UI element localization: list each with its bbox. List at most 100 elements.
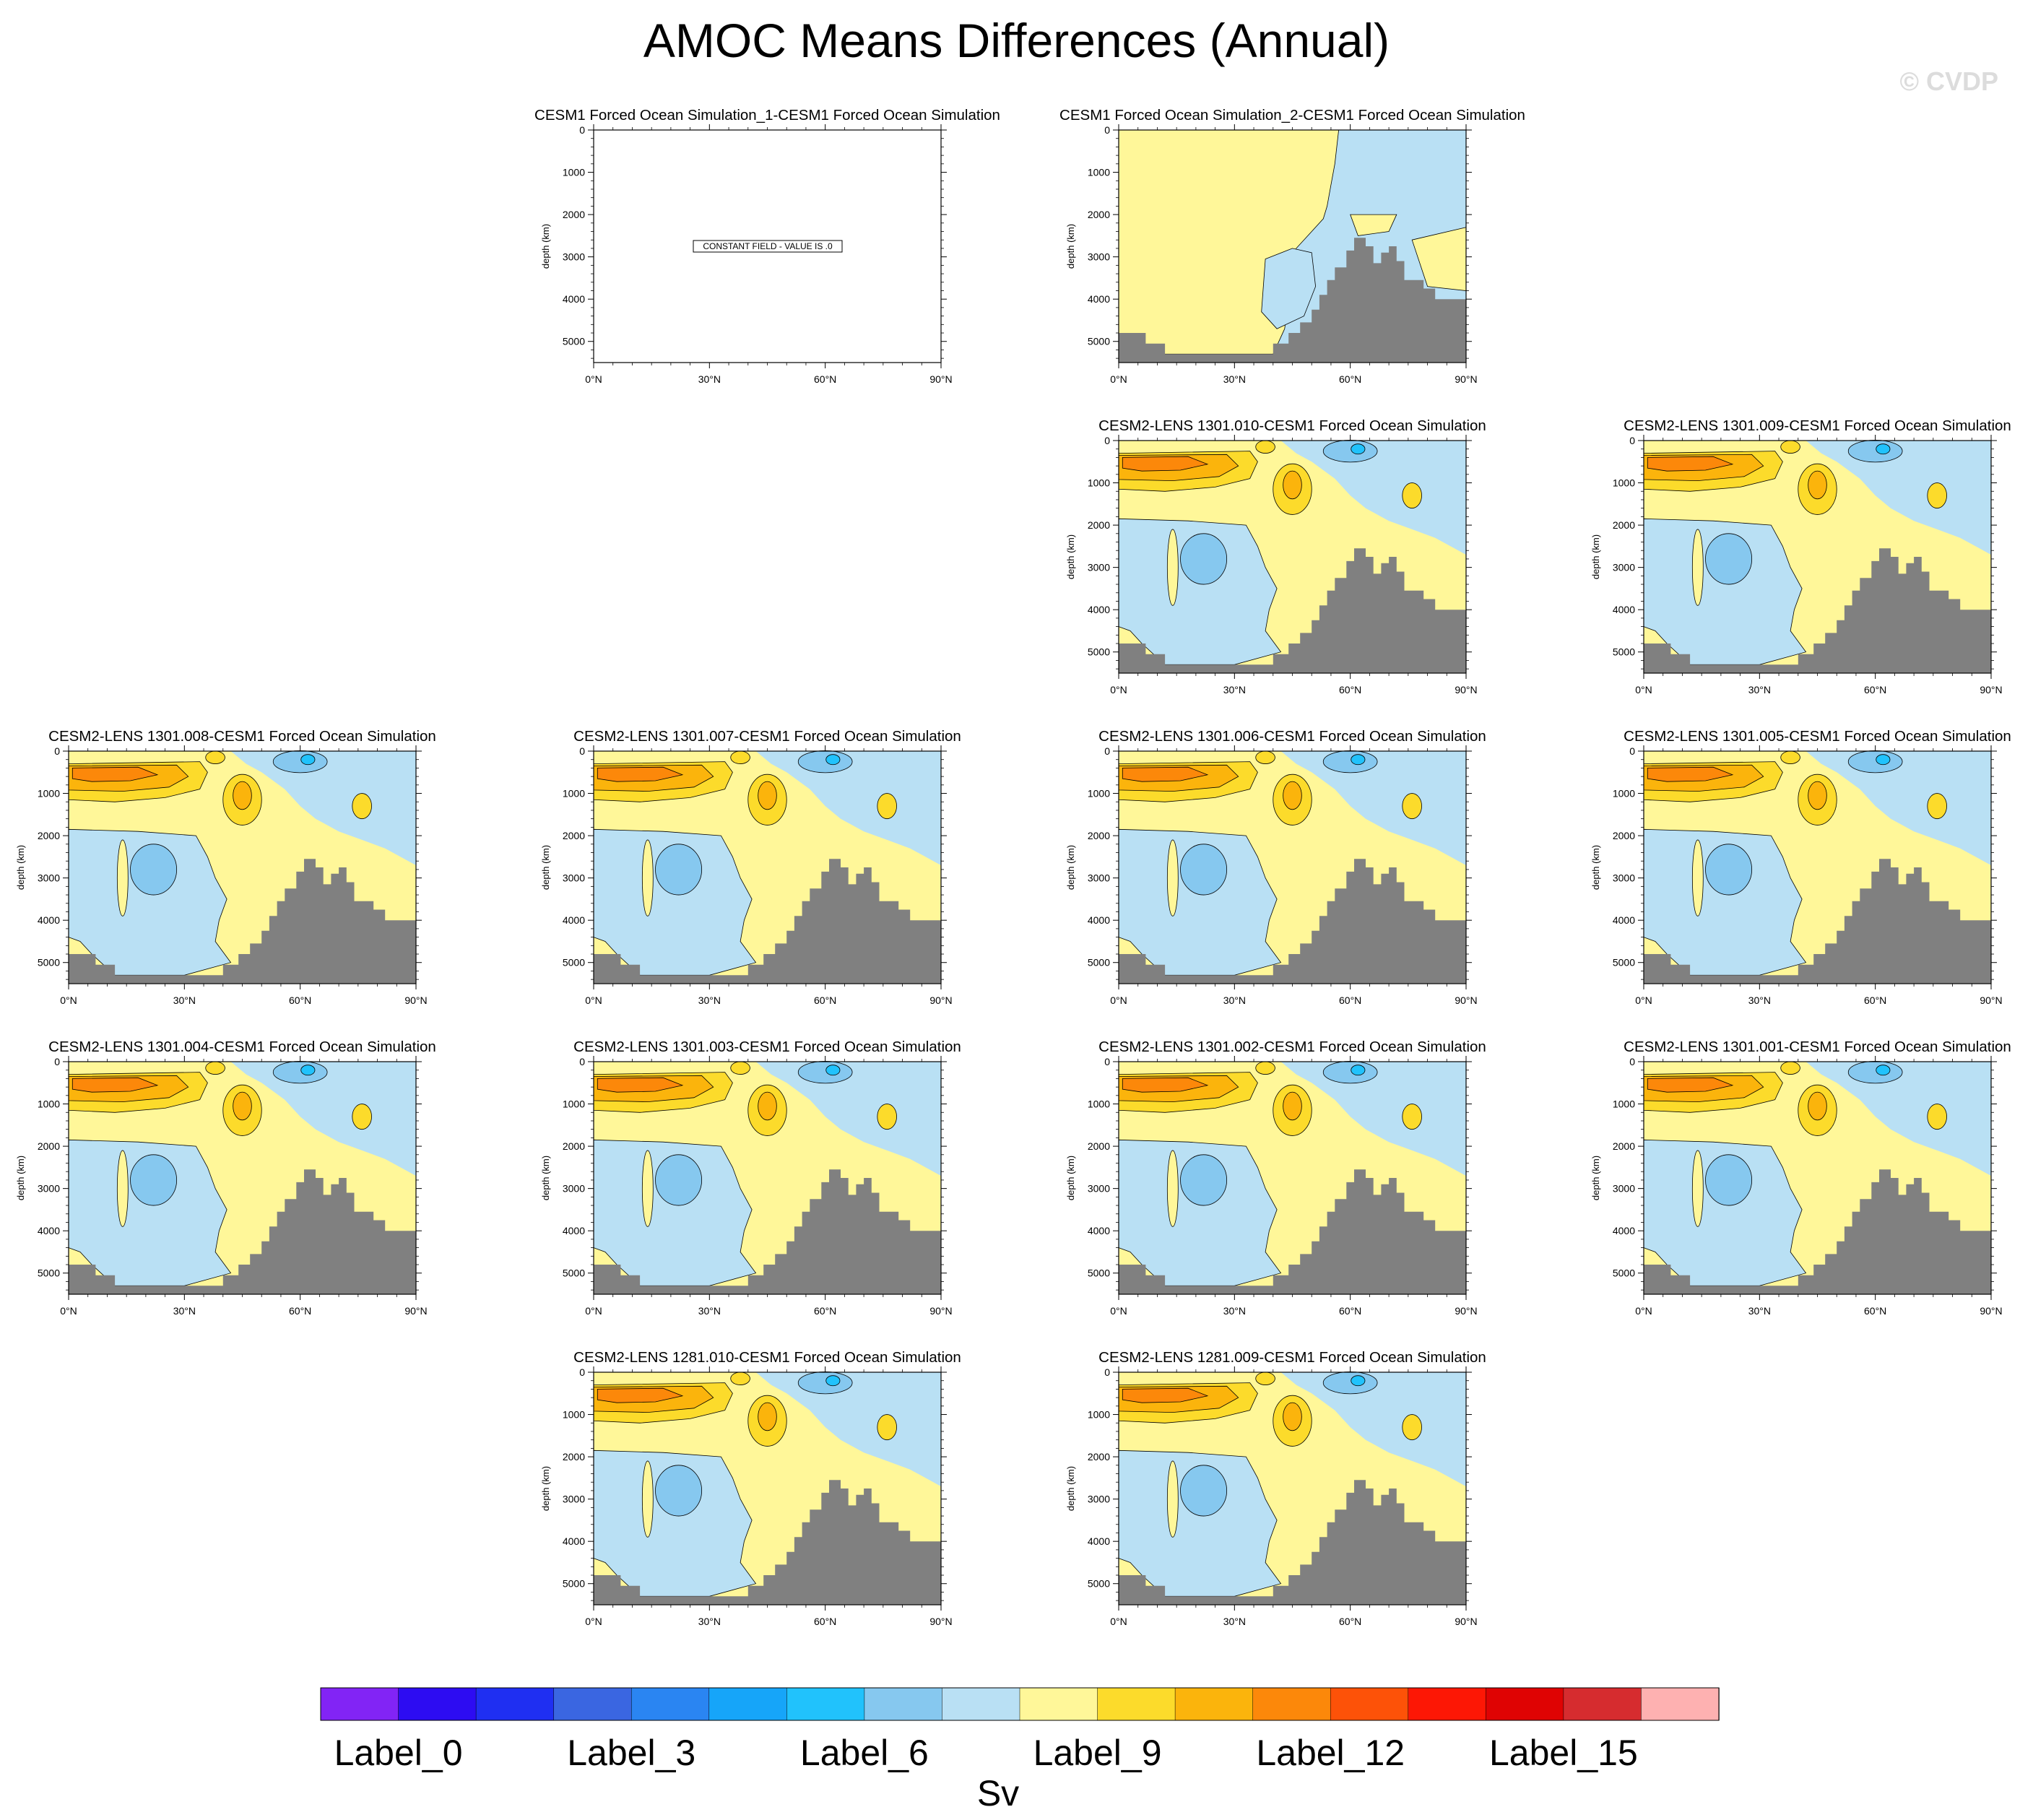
- panel-14: 0°N 30°N 60°N 90°N 0 1000 2000 3000 4000 5000 dept…: [1065, 1349, 1486, 1627]
- panel-6: 0°N 30°N 60°N 90°N 0 1000 2000 3000 4000 5000 dept…: [540, 728, 961, 1006]
- subpolar-core: [1283, 1091, 1302, 1121]
- north-blue-patch: [1847, 1061, 1903, 1084]
- x-tick-label: 60°N: [289, 1305, 311, 1317]
- north-blue-patch: [797, 1372, 853, 1395]
- x-tick-label: 90°N: [1980, 1305, 2002, 1317]
- x-tick-label: 30°N: [698, 1616, 721, 1627]
- y-tick-label: 0: [54, 1056, 60, 1067]
- y-tick-label: 3000: [1088, 872, 1110, 884]
- upper-cell-orange: [1122, 1077, 1209, 1093]
- colorbar-swatch: [1097, 1687, 1176, 1721]
- y-tick-label: 1000: [563, 1409, 585, 1421]
- upper-cell-orange: [1647, 1077, 1734, 1093]
- deep-blue-anomaly: [655, 1154, 703, 1206]
- x-tick-label: 90°N: [404, 994, 427, 1006]
- subpolar-core: [1808, 781, 1827, 810]
- subpolar-core: [1808, 1091, 1827, 1121]
- x-tick-label: 0°N: [1110, 373, 1127, 385]
- colorbar-swatch: [398, 1687, 477, 1721]
- x-tick-label: 30°N: [173, 994, 196, 1006]
- north-blue-core: [1351, 1065, 1366, 1076]
- north-blue-core: [300, 1065, 316, 1076]
- panel-5: 0°N 30°N 60°N 90°N 0 1000 2000 3000 4000 5000 dept…: [15, 728, 436, 1006]
- y-axis-label: depth (km): [1590, 845, 1601, 890]
- upper-cell-orange: [1122, 1387, 1209, 1403]
- y-axis-label: depth (km): [15, 1156, 26, 1200]
- panel-title: CESM2-LENS 1301.008-CESM1 Forced Ocean S…: [48, 728, 436, 745]
- north-blue-core: [825, 1375, 841, 1387]
- y-tick-label: 5000: [1088, 1268, 1110, 1279]
- deep-yellow-streak: [641, 1150, 654, 1227]
- x-tick-label: 90°N: [929, 994, 952, 1006]
- x-tick-label: 60°N: [814, 994, 836, 1006]
- x-tick-label: 60°N: [1864, 684, 1886, 696]
- y-tick-label: 5000: [1088, 646, 1110, 658]
- subpolar-core: [1283, 470, 1302, 500]
- y-tick-label: 5000: [1088, 957, 1110, 968]
- colorbar-unit: Sv: [977, 1773, 1019, 1814]
- y-tick-label: 4000: [1088, 604, 1110, 615]
- y-tick-label: 4000: [563, 914, 585, 926]
- surface-gold-spot: [730, 1372, 750, 1385]
- y-tick-label: 2000: [563, 1451, 585, 1462]
- panel-2: 0°N 30°N 60°N 90°N 0 1000 2000 3000 4000 5000 dept…: [1059, 107, 1525, 385]
- y-tick-label: 2000: [38, 1140, 60, 1152]
- panel-title: CESM2-LENS 1301.006-CESM1 Forced Ocean S…: [1098, 728, 1486, 745]
- y-tick-label: 3000: [1088, 251, 1110, 263]
- panel-3: 0°N 30°N 60°N 90°N 0 1000 2000 3000 4000 5000 dept…: [1065, 417, 1486, 696]
- panel-title: CESM2-LENS 1301.003-CESM1 Forced Ocean S…: [573, 1039, 961, 1055]
- x-tick-label: 30°N: [1223, 1616, 1246, 1627]
- bathymetry: [1644, 548, 1991, 673]
- y-tick-label: 1000: [38, 1098, 60, 1110]
- x-tick-label: 60°N: [1864, 1305, 1886, 1317]
- negative-deep-cell: [1118, 518, 1282, 665]
- x-tick-label: 60°N: [814, 1305, 836, 1317]
- x-tick-label: 90°N: [1980, 684, 2002, 696]
- x-tick-label: 0°N: [585, 994, 602, 1006]
- subpolar-core: [233, 781, 252, 810]
- subpolar-core: [758, 1402, 777, 1431]
- deep-yellow-streak: [116, 839, 129, 916]
- y-tick-label: 1000: [1088, 788, 1110, 800]
- upper-cell-orange: [597, 1077, 684, 1093]
- y-tick-label: 0: [1104, 1056, 1110, 1067]
- y-tick-label: 0: [579, 124, 585, 136]
- deep-blue-anomaly: [1180, 1465, 1228, 1517]
- colorbar-label: Label_3: [567, 1733, 695, 1773]
- north-blue-patch: [1322, 1061, 1378, 1084]
- polar-gold-spot: [1927, 793, 1947, 820]
- north-blue-patch: [1322, 750, 1378, 774]
- y-axis-label: depth (km): [1065, 224, 1076, 269]
- negative-deep-cell: [68, 1139, 232, 1286]
- y-tick-label: 2000: [1613, 519, 1635, 531]
- colorbar-swatch: [1330, 1687, 1409, 1721]
- colorbar-swatch: [786, 1687, 865, 1721]
- constant-field-note: CONSTANT FIELD - VALUE IS .0: [703, 241, 833, 251]
- panel-title: CESM2-LENS 1301.002-CESM1 Forced Ocean S…: [1098, 1039, 1486, 1055]
- y-tick-label: 0: [1104, 1366, 1110, 1378]
- panel-8: 0°N 30°N 60°N 90°N 0 1000 2000 3000 4000 5000 dept…: [1590, 728, 2011, 1006]
- x-tick-label: 30°N: [698, 994, 721, 1006]
- negative-deep-cell: [1118, 828, 1282, 976]
- y-tick-label: 0: [579, 1366, 585, 1378]
- north-blue-patch: [797, 750, 853, 774]
- north-blue-core: [825, 1065, 841, 1076]
- x-tick-label: 90°N: [929, 373, 952, 385]
- y-tick-label: 2000: [1613, 1140, 1635, 1152]
- panel-title: CESM2-LENS 1301.004-CESM1 Forced Ocean S…: [48, 1039, 436, 1055]
- x-tick-label: 90°N: [1455, 684, 1477, 696]
- y-tick-label: 1000: [563, 1098, 585, 1110]
- y-tick-label: 1000: [1088, 1409, 1110, 1421]
- y-tick-label: 1000: [1088, 477, 1110, 489]
- x-tick-label: 30°N: [698, 1305, 721, 1317]
- deep-yellow-streak: [1166, 529, 1179, 606]
- bathymetry: [1119, 548, 1466, 673]
- deep-blue-pocket: [1261, 248, 1317, 329]
- panel-title: CESM2-LENS 1301.009-CESM1 Forced Ocean S…: [1624, 417, 2011, 434]
- y-tick-label: 2000: [1613, 830, 1635, 841]
- x-tick-label: 0°N: [1110, 1305, 1127, 1317]
- surface-gold-spot: [205, 1061, 225, 1075]
- upper-cell-orange: [597, 766, 684, 782]
- y-tick-label: 5000: [1613, 957, 1635, 968]
- y-tick-label: 3000: [563, 1494, 585, 1505]
